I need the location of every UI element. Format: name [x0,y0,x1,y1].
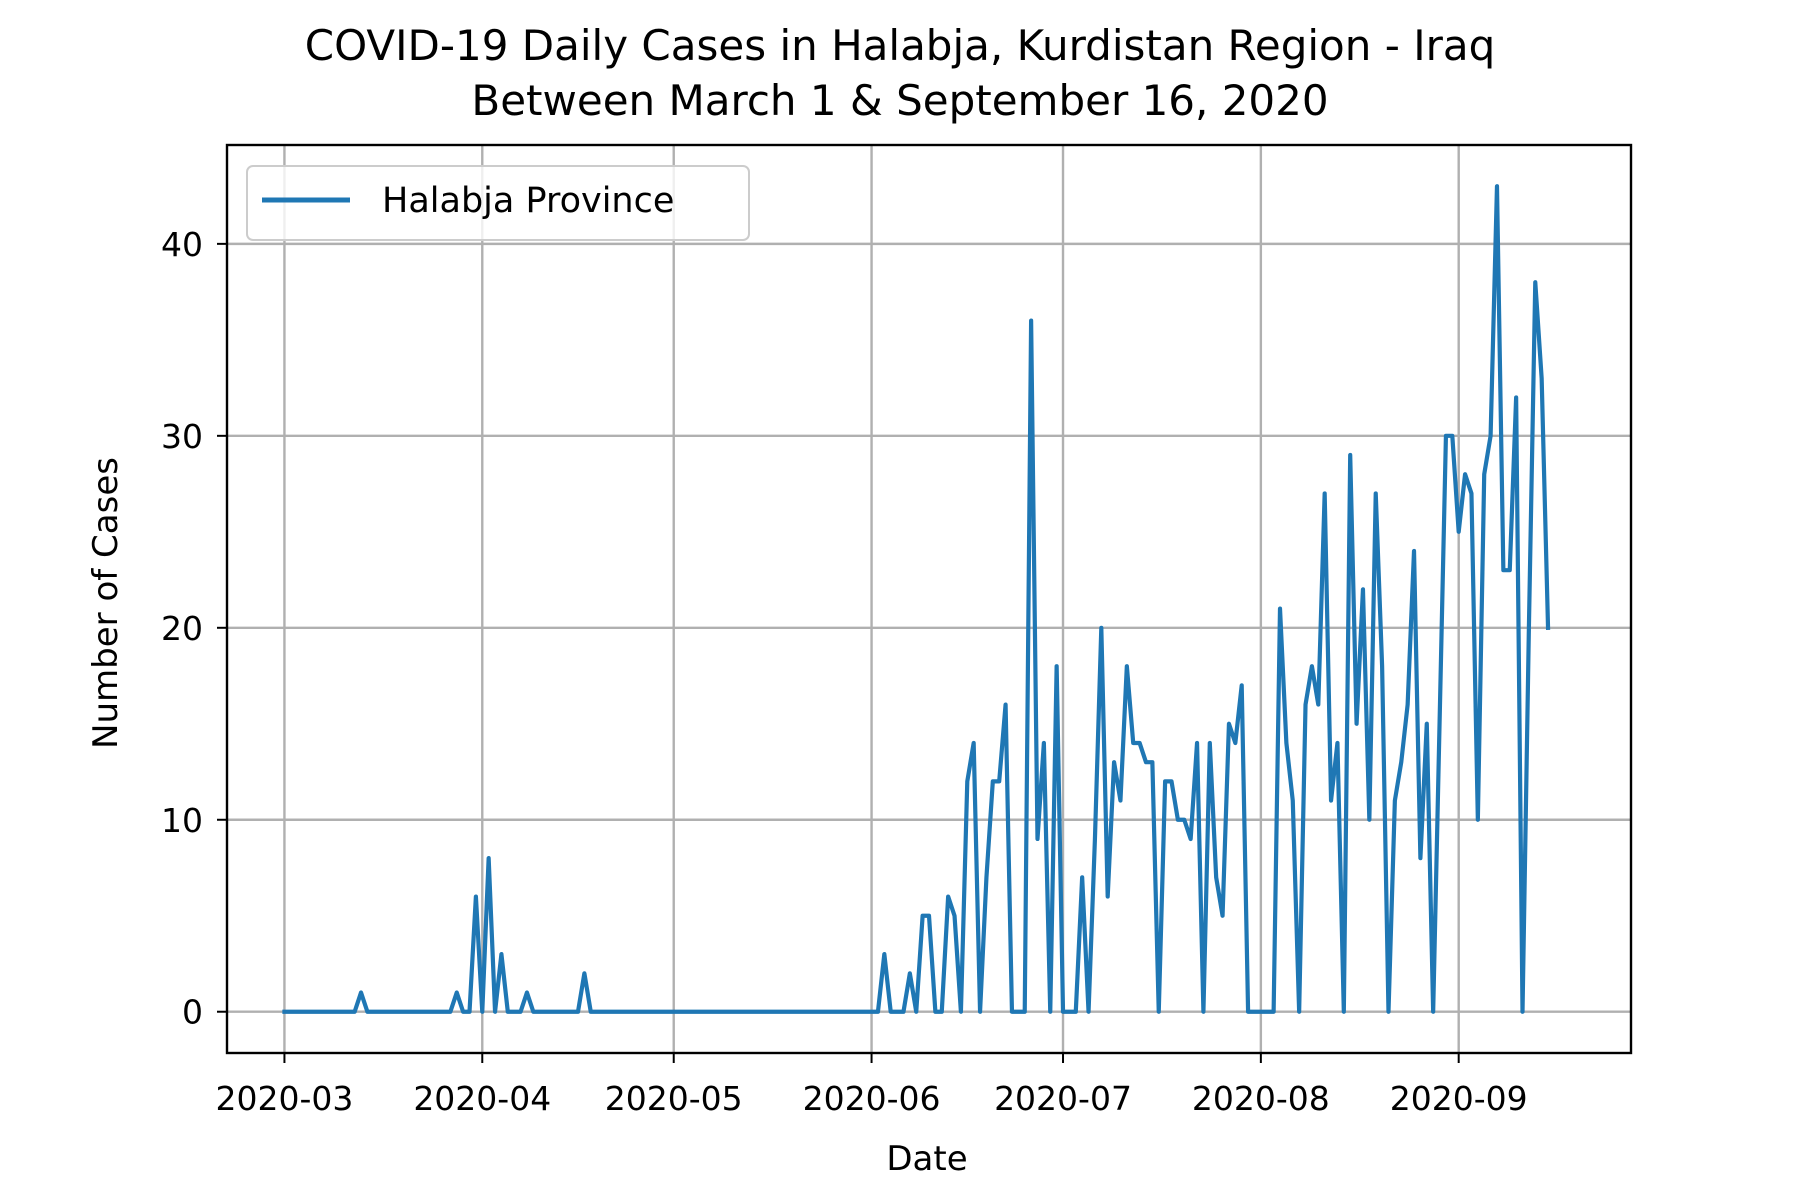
y-tick-label: 10 [161,801,203,840]
x-tick-label: 2020-03 [215,1079,353,1118]
plot-area-frame [225,143,1633,1055]
x-tick-label: 2020-06 [803,1079,941,1118]
x-tick-label: 2020-08 [1192,1079,1330,1118]
y-tick-label: 40 [161,225,203,264]
x-axis-ticks: 2020-03 2020-04 2020-05 2020-06 2020-07 2020-… [215,1053,1528,1118]
y-tick-label: 20 [161,609,203,648]
grid [227,145,1631,1053]
x-axis-label: Date [886,1139,967,1179]
chart-title: COVID-19 Daily Cases in Halabja, Kurdist… [305,21,1496,70]
x-tick-label: 2020-05 [605,1079,743,1118]
legend-label-halabja: Halabja Province [382,181,674,221]
legend: Halabja Province [246,165,750,241]
x-tick-label: 2020-04 [413,1079,551,1118]
y-axis-label: Number of Cases [86,457,126,749]
x-tick-label: 2020-07 [994,1079,1132,1118]
legend-box [246,165,750,241]
y-tick-label: 30 [161,417,203,456]
x-tick-label: 2020-09 [1390,1079,1528,1118]
y-tick-label: 0 [182,993,203,1032]
y-axis-ticks: 0 10 20 30 40 [161,225,227,1032]
series-line-0 [282,184,1551,1014]
chart-subtitle: Between March 1 & September 16, 2020 [471,76,1328,125]
series-lines [282,184,1551,1014]
